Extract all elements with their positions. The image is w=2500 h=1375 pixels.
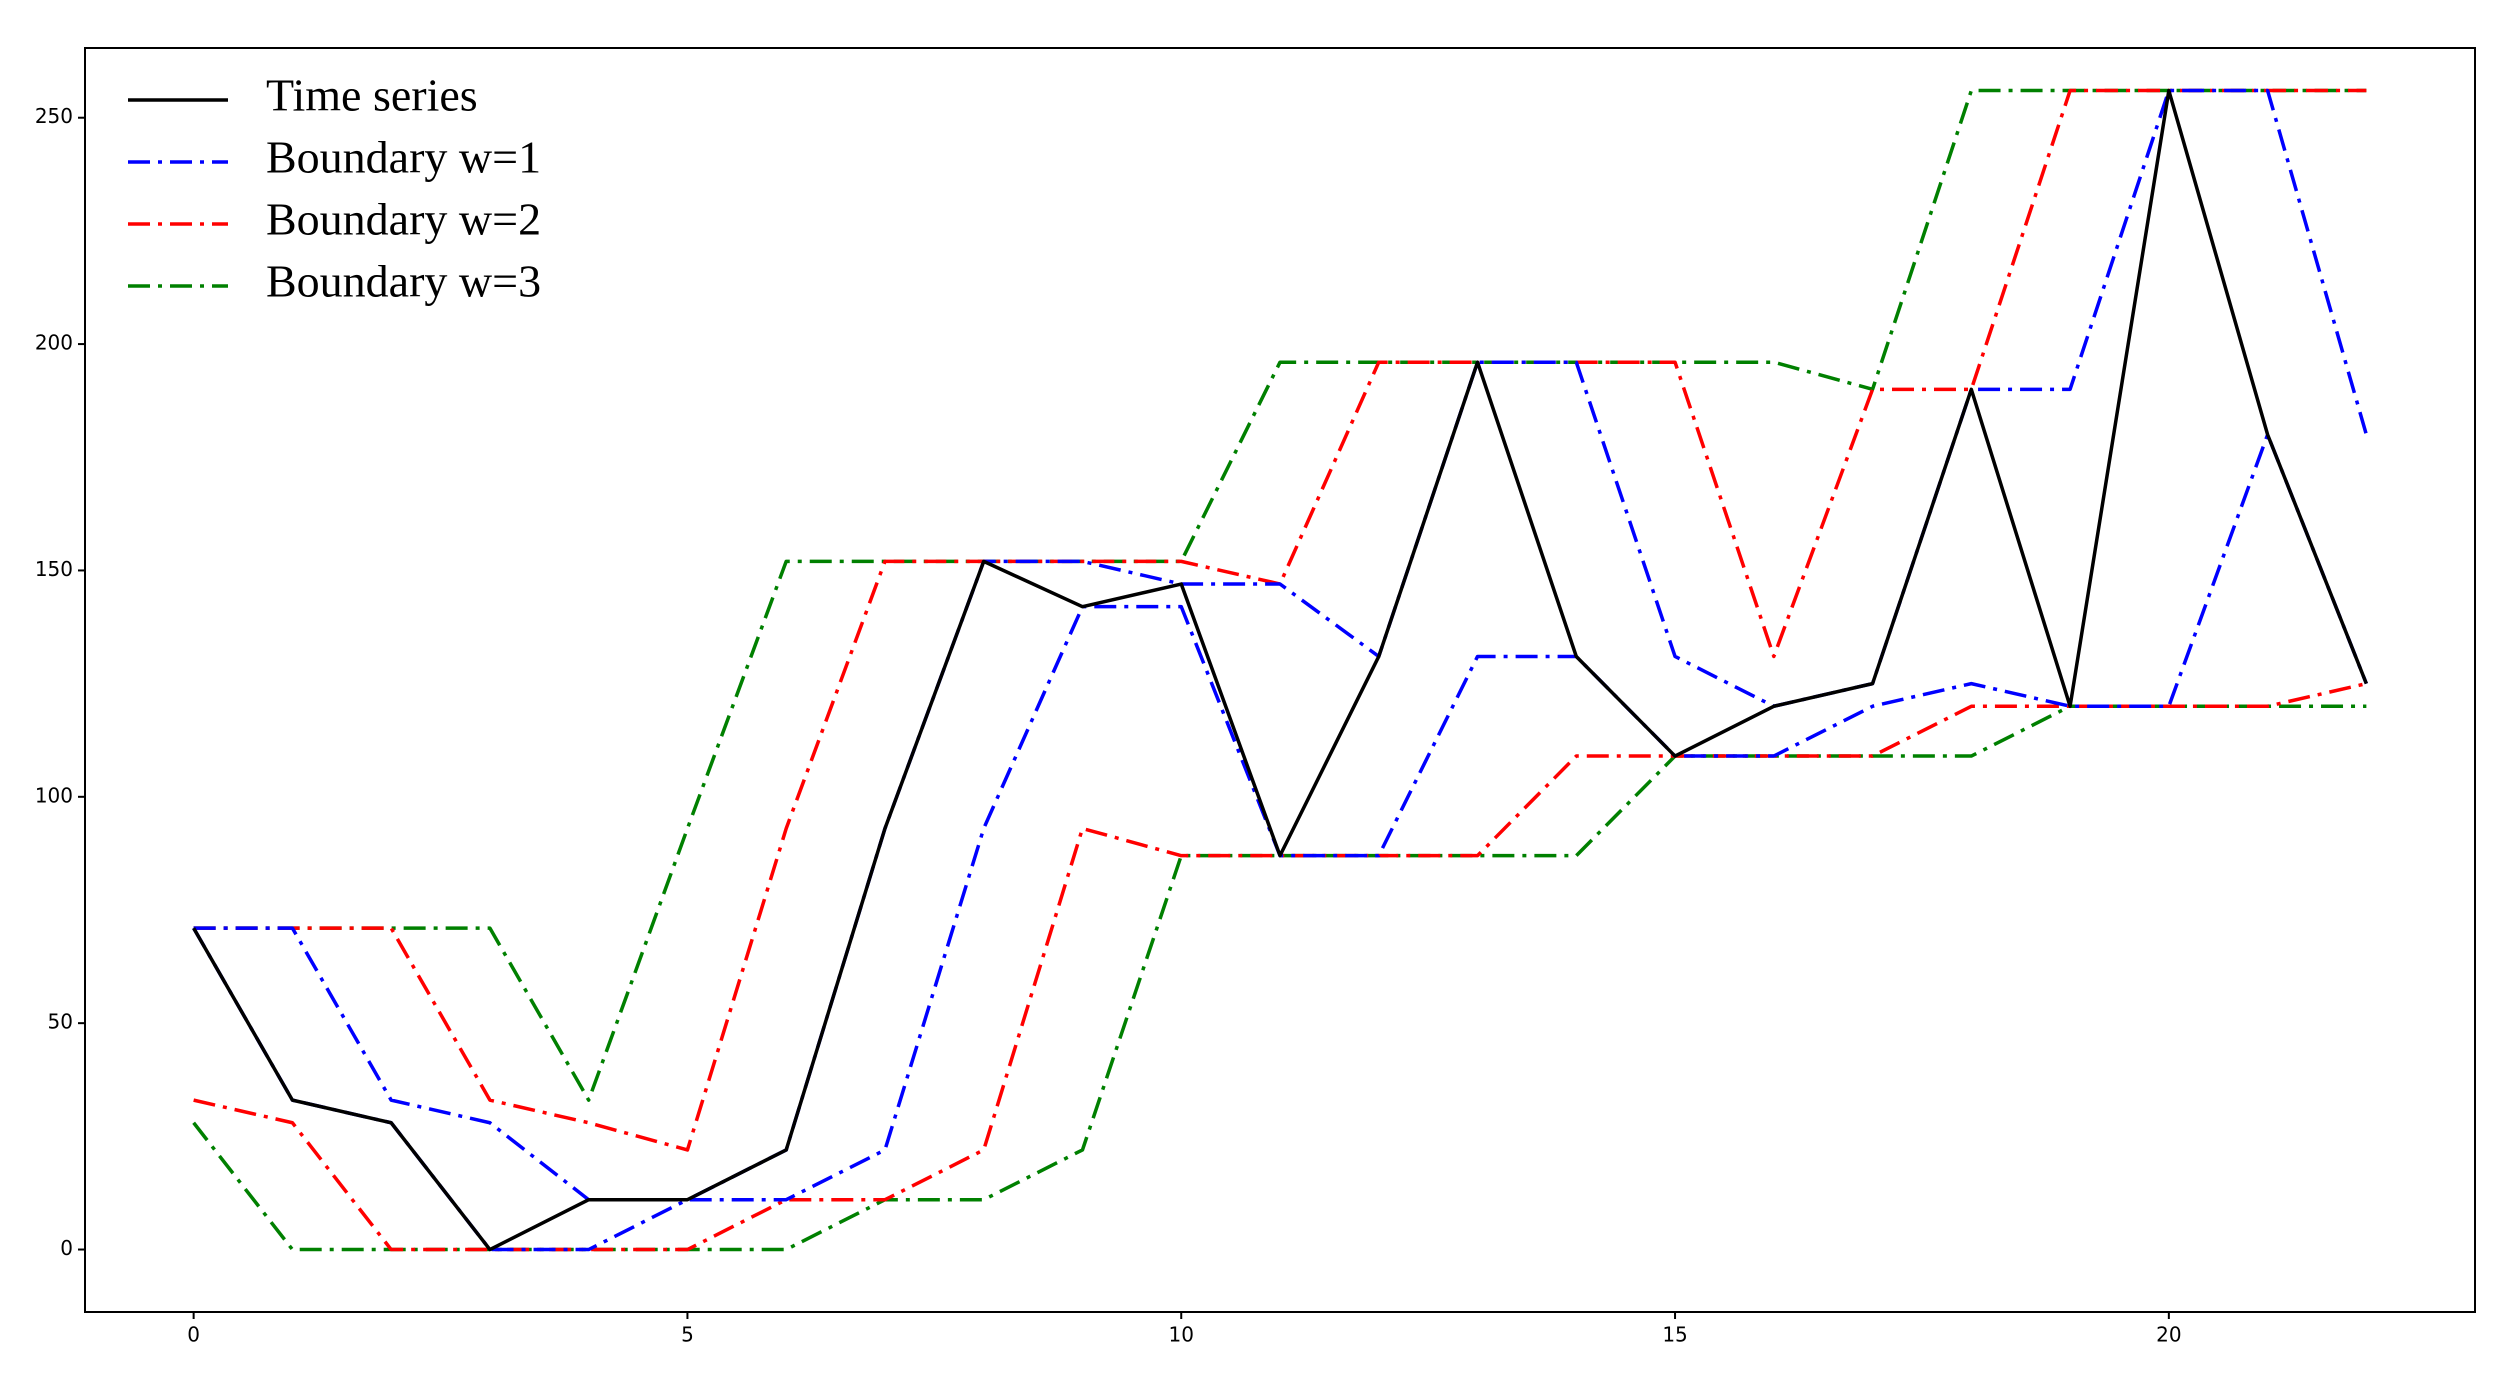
y-tick-label: 250 xyxy=(35,104,73,128)
y-tick-label: 200 xyxy=(35,331,73,355)
x-tick-label: 20 xyxy=(2156,1323,2181,1347)
line-lower xyxy=(192,432,2368,1252)
y-tick-label: 100 xyxy=(35,783,73,807)
line-upper xyxy=(193,88,2367,1102)
x-tick-label: 10 xyxy=(1169,1323,1194,1347)
line-upper xyxy=(193,88,2367,1152)
y-tick-label: 50 xyxy=(48,1010,73,1034)
legend-label: Boundary w=1 xyxy=(266,132,541,183)
x-tick-label: 5 xyxy=(681,1323,694,1347)
line-lower xyxy=(193,681,2367,1252)
x-tick-label: 15 xyxy=(1662,1323,1687,1347)
y-tick-label: 0 xyxy=(60,1236,73,1260)
legend-label: Time series xyxy=(266,70,478,121)
line-upper xyxy=(193,88,2369,1202)
legend-label: Boundary w=2 xyxy=(266,194,541,245)
legend-label: Boundary w=3 xyxy=(266,256,541,307)
y-tick-label: 150 xyxy=(35,557,73,581)
line-values xyxy=(192,88,2368,1252)
x-tick-label: 0 xyxy=(187,1323,200,1347)
plot-frame xyxy=(84,47,2476,1313)
